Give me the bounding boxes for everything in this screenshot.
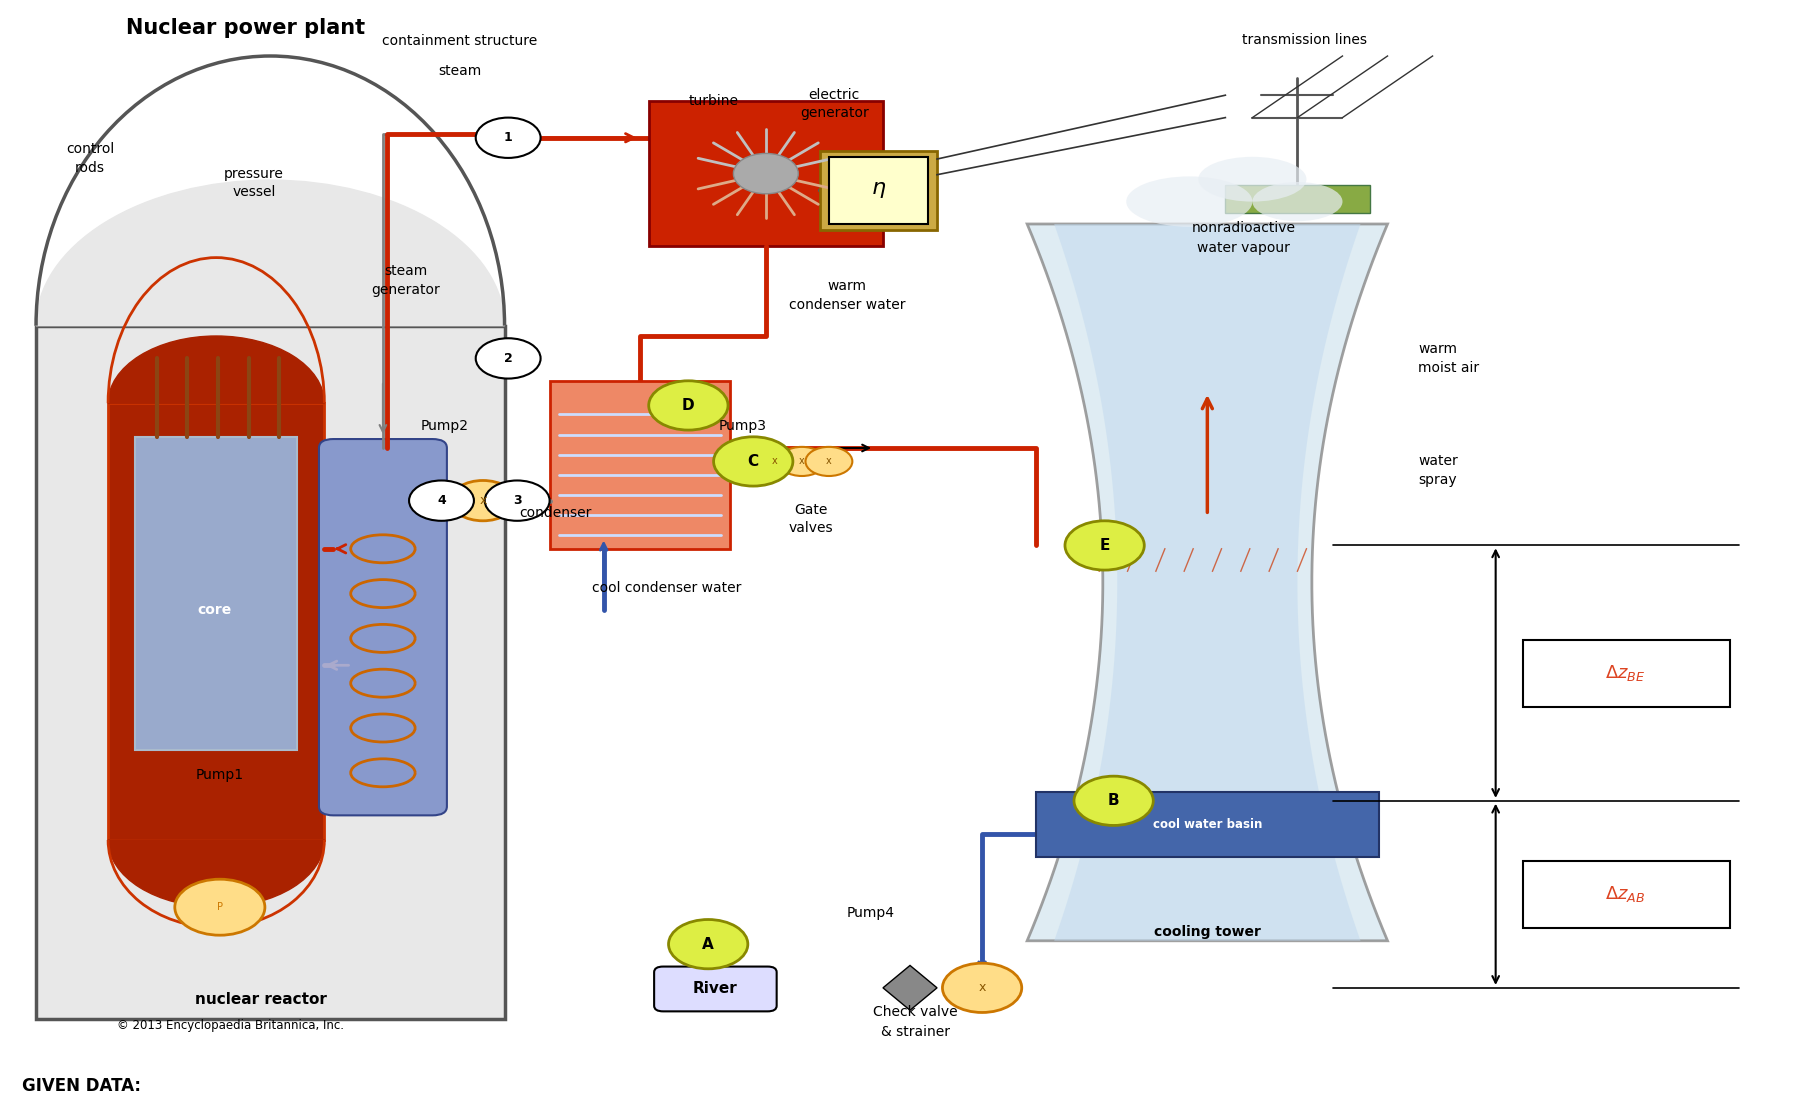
Text: condenser: condenser	[519, 506, 591, 520]
Text: transmission lines: transmission lines	[1242, 34, 1368, 47]
Circle shape	[476, 338, 541, 379]
Ellipse shape	[1198, 157, 1306, 202]
Wedge shape	[36, 180, 505, 326]
Wedge shape	[108, 840, 324, 907]
Ellipse shape	[1252, 183, 1342, 222]
Text: 3: 3	[514, 494, 521, 507]
Text: 4: 4	[438, 494, 445, 507]
Ellipse shape	[1126, 177, 1252, 227]
Text: warm: warm	[1418, 343, 1458, 356]
Text: C: C	[748, 454, 759, 469]
Text: cool water basin: cool water basin	[1153, 818, 1261, 831]
Bar	[1523, 861, 1730, 927]
Circle shape	[450, 480, 515, 521]
Bar	[649, 101, 883, 246]
Text: nonradioactive: nonradioactive	[1191, 222, 1296, 235]
FancyBboxPatch shape	[654, 967, 777, 1011]
Circle shape	[1065, 521, 1144, 570]
Wedge shape	[108, 336, 324, 403]
Text: water: water	[1418, 455, 1458, 468]
Text: A: A	[703, 936, 714, 952]
Circle shape	[714, 437, 793, 486]
Bar	[1225, 185, 1370, 213]
Text: 1: 1	[505, 131, 512, 144]
Text: Nuclear power plant: Nuclear power plant	[126, 18, 366, 38]
Text: Pump3: Pump3	[719, 419, 766, 432]
Text: nuclear reactor: nuclear reactor	[195, 991, 328, 1007]
Circle shape	[175, 879, 265, 935]
Polygon shape	[1054, 224, 1361, 941]
Bar	[135, 437, 297, 750]
Text: © 2013 Encyclopaedia Britannica, Inc.: © 2013 Encyclopaedia Britannica, Inc.	[117, 1019, 344, 1033]
Circle shape	[751, 447, 798, 476]
Text: $\Delta z_{BE}$: $\Delta z_{BE}$	[1606, 663, 1645, 683]
Text: Pump4: Pump4	[847, 906, 894, 920]
Circle shape	[733, 153, 798, 194]
Text: E: E	[1099, 538, 1110, 553]
Bar	[1036, 792, 1379, 857]
Text: water vapour: water vapour	[1197, 241, 1290, 254]
Text: vessel: vessel	[232, 185, 276, 198]
Text: Check valve: Check valve	[874, 1006, 957, 1019]
Text: P: P	[216, 903, 223, 912]
Text: $\Delta z_{AB}$: $\Delta z_{AB}$	[1606, 885, 1645, 904]
Circle shape	[649, 381, 728, 430]
Text: steam: steam	[384, 264, 427, 278]
Bar	[820, 151, 937, 230]
FancyBboxPatch shape	[36, 326, 505, 1019]
Text: steam: steam	[438, 64, 481, 77]
Text: $\eta$: $\eta$	[870, 180, 887, 200]
Bar	[550, 381, 730, 549]
Text: cool condenser water: cool condenser water	[593, 581, 741, 595]
Bar	[829, 157, 928, 224]
Text: rods: rods	[76, 161, 105, 175]
Bar	[1523, 640, 1730, 707]
Text: condenser water: condenser water	[789, 298, 905, 311]
Circle shape	[476, 118, 541, 158]
Text: core: core	[196, 604, 232, 617]
Polygon shape	[1027, 224, 1388, 941]
Polygon shape	[883, 965, 937, 1010]
Circle shape	[942, 963, 1022, 1012]
Text: spray: spray	[1418, 474, 1456, 487]
Text: turbine: turbine	[688, 94, 739, 108]
Text: valves: valves	[789, 521, 833, 534]
Text: moist air: moist air	[1418, 362, 1479, 375]
Text: generator: generator	[371, 283, 440, 297]
Text: Pump1: Pump1	[196, 768, 243, 782]
Text: x: x	[771, 457, 778, 466]
Text: & strainer: & strainer	[881, 1025, 950, 1038]
Text: D: D	[681, 398, 696, 413]
Circle shape	[778, 447, 825, 476]
Text: Pump2: Pump2	[422, 419, 469, 432]
Text: B: B	[1108, 793, 1119, 809]
Text: x: x	[825, 457, 833, 466]
Circle shape	[669, 920, 748, 969]
Circle shape	[409, 480, 474, 521]
Text: cooling tower: cooling tower	[1153, 925, 1261, 939]
Circle shape	[1074, 776, 1153, 825]
Text: River: River	[694, 981, 737, 997]
FancyBboxPatch shape	[108, 403, 324, 840]
Circle shape	[485, 480, 550, 521]
Text: generator: generator	[800, 106, 869, 120]
Text: containment structure: containment structure	[382, 35, 537, 48]
Text: warm: warm	[827, 279, 867, 292]
FancyBboxPatch shape	[319, 439, 447, 815]
Text: control: control	[67, 142, 114, 156]
Text: electric: electric	[809, 88, 860, 102]
Text: GIVEN DATA:: GIVEN DATA:	[22, 1077, 141, 1095]
Text: x: x	[479, 494, 487, 507]
Text: x: x	[978, 981, 986, 995]
Circle shape	[805, 447, 852, 476]
Text: 2: 2	[505, 352, 512, 365]
Text: Gate: Gate	[795, 503, 827, 516]
Text: x: x	[798, 457, 805, 466]
Text: pressure: pressure	[223, 167, 285, 180]
